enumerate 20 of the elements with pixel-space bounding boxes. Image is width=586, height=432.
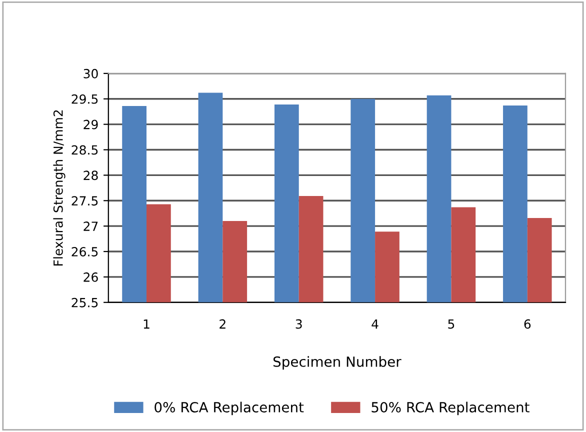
y-axis-title: Flexural Strength N/mm2 xyxy=(53,110,66,266)
y-tick-label: 30 xyxy=(84,68,98,78)
x-axis-title: Specimen Number xyxy=(273,356,402,370)
y-tick-label: 26 xyxy=(84,272,98,282)
y-tick-label: 29.5 xyxy=(72,94,98,104)
x-tick-label: 3 xyxy=(296,319,302,329)
x-tick-label: 2 xyxy=(220,319,226,329)
y-tick-label: 28.5 xyxy=(72,145,98,155)
y-tick-label: 26.5 xyxy=(72,246,98,256)
x-tick-label: 1 xyxy=(144,319,150,329)
legend-label: 50% RCA Replacement xyxy=(372,402,530,416)
y-tick-label: 29 xyxy=(84,120,98,130)
y-tick-label: 27 xyxy=(84,222,98,231)
y-tick-label: 28 xyxy=(84,170,98,180)
legend-label: 0% RCA Replacement xyxy=(154,402,304,416)
x-tick-label: 5 xyxy=(448,319,454,329)
x-tick-label: 6 xyxy=(524,319,531,329)
y-tick-label: 25.5 xyxy=(72,298,98,308)
x-tick-label: 4 xyxy=(372,319,378,329)
y-tick-label: 27.5 xyxy=(72,196,98,206)
